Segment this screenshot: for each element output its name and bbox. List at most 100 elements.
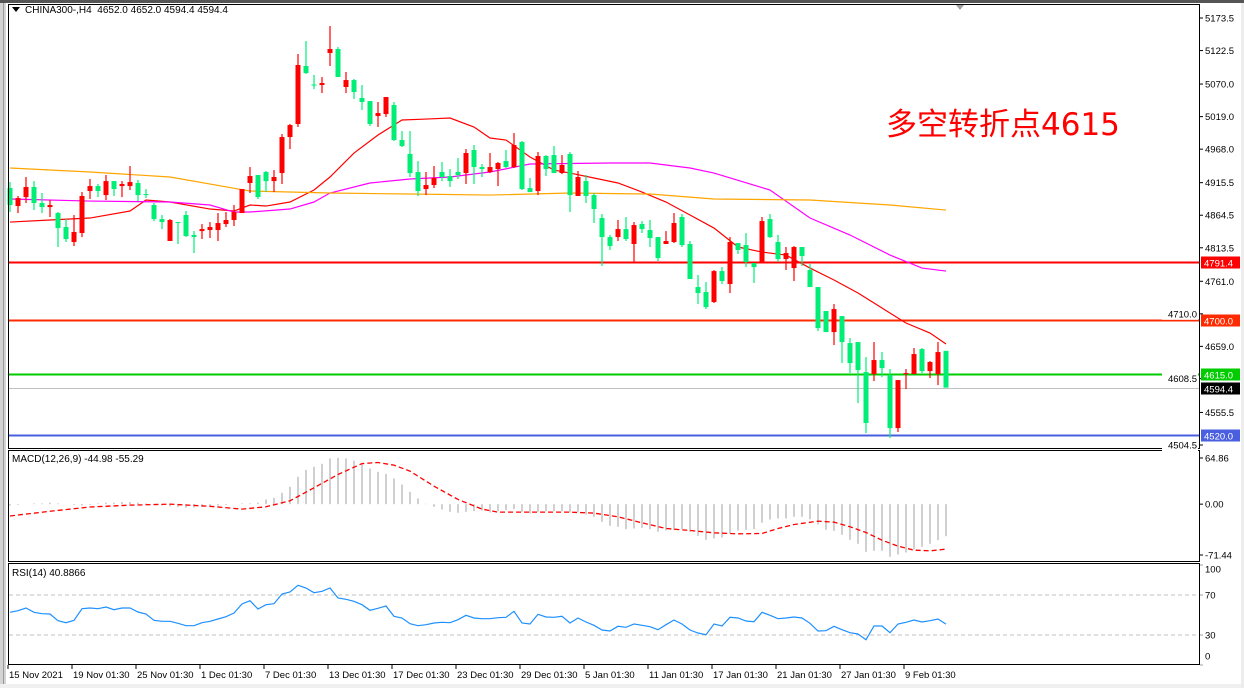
candle-bearish	[639, 221, 645, 234]
candle-bearish	[647, 220, 653, 248]
candle-bullish	[327, 25, 333, 66]
candle-body	[31, 187, 37, 204]
candle-bullish	[79, 192, 85, 238]
candle-bullish	[791, 246, 797, 282]
macd-tick-label: 64.86	[1205, 454, 1229, 465]
time-tick-label: 27 Jan 01:30	[841, 670, 896, 681]
collapse-triangle-icon[interactable]	[12, 7, 20, 12]
candle-body	[511, 145, 517, 168]
candle-body	[783, 253, 789, 260]
candle-body	[287, 125, 293, 138]
candle-body	[495, 163, 501, 170]
price-tick-label: 4968.0	[1205, 145, 1234, 156]
level-price-label: 4594.4	[1204, 385, 1233, 396]
time-tick-label: 1 Dec 01:30	[201, 670, 252, 681]
macd-tick-label: 0.00	[1205, 500, 1224, 511]
candle-bearish	[303, 40, 309, 75]
candle-bearish	[255, 175, 261, 200]
ohlc-readout: 4652.0 4652.0 4594.4 4594.4	[97, 5, 228, 16]
main-panel-frame	[8, 4, 1200, 449]
price-tick-label-backing	[1162, 307, 1198, 320]
candle-bullish	[279, 134, 285, 185]
candle-body	[151, 205, 157, 220]
candle-body	[911, 354, 917, 375]
price-tick-label: 5122.5	[1205, 46, 1234, 57]
candle-bullish	[343, 71, 349, 93]
candle-bearish	[687, 241, 693, 280]
chart-shift-marker-icon[interactable]	[956, 5, 964, 10]
chart-annotation[interactable]: 多空转折点4615	[886, 107, 1120, 143]
rsi-panel-frame	[8, 563, 1200, 665]
time-tick-label: 13 Dec 01:30	[329, 670, 386, 681]
candle-bearish	[439, 161, 445, 182]
candle-bullish	[23, 176, 29, 204]
candle-bearish	[735, 243, 741, 255]
candle-bearish	[471, 145, 477, 185]
candle-bullish	[47, 200, 53, 218]
price-tick-label-backing	[1162, 372, 1198, 385]
candle-body	[391, 104, 397, 141]
candle-bearish	[743, 233, 749, 268]
candle-bearish	[335, 47, 341, 78]
candle-body	[335, 49, 341, 78]
candle-body	[847, 343, 853, 364]
candle-bullish	[247, 167, 253, 194]
candle-bullish	[727, 237, 733, 294]
level-price-label-box	[1201, 314, 1240, 327]
moving-average-line-ma_mid	[9, 162, 947, 272]
price-tick-label: 4813.5	[1205, 243, 1234, 254]
candle-body	[55, 213, 61, 229]
candle-bearish	[391, 101, 397, 141]
candle-body	[487, 167, 493, 173]
candle-body	[143, 194, 149, 196]
time-tick-label: 17 Jan 01:30	[713, 670, 768, 681]
candle-bearish	[175, 222, 181, 245]
candle-bearish	[807, 264, 813, 288]
candle-bearish	[607, 235, 613, 251]
candle-body	[127, 182, 133, 187]
candle-bearish	[623, 217, 629, 242]
candle-body	[583, 181, 589, 197]
candle-body	[807, 270, 813, 288]
candle-bearish	[655, 237, 661, 262]
macd-title: MACD(12,26,9) -44.98 -55.29	[12, 454, 144, 465]
candle-bearish	[263, 170, 269, 193]
candle-bearish	[63, 219, 69, 243]
candle-body	[175, 222, 181, 224]
candle-body	[463, 152, 469, 174]
candle-body	[271, 176, 277, 182]
candle-body	[631, 225, 637, 245]
candle-bullish	[287, 124, 293, 150]
rsi-tick-label: 100	[1205, 565, 1221, 576]
time-tick-label: 11 Jan 01:30	[649, 670, 703, 681]
price-tick-label: 4864.5	[1205, 211, 1234, 222]
candle-bullish	[487, 152, 493, 174]
candle-body	[319, 83, 325, 86]
candle-bearish	[919, 348, 925, 374]
candle-bullish	[711, 270, 717, 304]
candle-body	[431, 178, 437, 186]
candle-bearish	[407, 131, 413, 177]
time-tick-label: 15 Nov 2021	[9, 670, 63, 681]
candle-body	[95, 186, 101, 192]
candle-body	[943, 350, 949, 388]
candle-body	[503, 161, 509, 168]
candle-bearish	[479, 164, 485, 177]
candle-body	[327, 49, 333, 53]
candle-bearish	[527, 178, 533, 193]
price-tick-label: 5019.0	[1205, 112, 1234, 123]
candle-body	[15, 198, 21, 207]
candle-bullish	[871, 342, 877, 382]
chart-header[interactable]: CHINA300-,H4 4652.0 4652.0 4594.4 4594.4	[12, 5, 228, 17]
candle-body	[247, 176, 253, 183]
candle-body	[567, 154, 573, 196]
candle-bearish	[943, 350, 949, 388]
candle-bearish	[191, 231, 197, 254]
candle-bearish	[447, 169, 453, 188]
price-tick-label: 4504.5	[1168, 441, 1197, 452]
candle-body	[695, 287, 701, 294]
price-tick-label: 4710.0	[1168, 309, 1197, 320]
candle-body	[767, 219, 773, 238]
